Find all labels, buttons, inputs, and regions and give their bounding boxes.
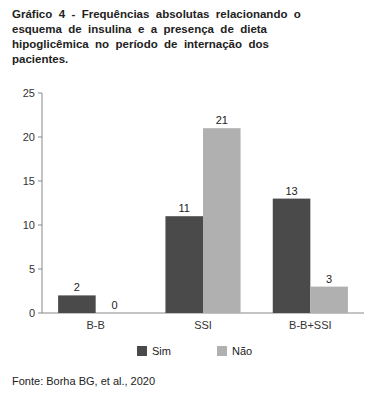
y-axis-line: [42, 93, 43, 313]
chart-container: Gráfico 4 - Frequências absolutas relaci…: [0, 0, 380, 395]
y-tick-label: 25: [23, 87, 35, 99]
x-axis: B-B SSI B-B+SSI: [86, 319, 331, 331]
legend-swatch: [137, 346, 147, 356]
title-line: esquema de insulina e a presença de diet…: [12, 23, 268, 35]
annotation: Fonte: Borha BG, et al., 2020: [12, 375, 155, 387]
legend-swatch: [217, 346, 227, 356]
bar: [203, 128, 241, 313]
data-label: 13: [285, 185, 297, 197]
y-tick: [38, 225, 42, 226]
bar: [58, 295, 96, 313]
y-tick-label: 20: [23, 131, 35, 143]
data-label: 11: [179, 202, 190, 214]
title: Gráfico 4 - Frequências absolutas relaci…: [12, 8, 301, 65]
bar: [96, 313, 134, 314]
y-tick-label: 10: [23, 219, 35, 231]
bar: [165, 216, 203, 313]
chart-svg: Gráfico 4 - Frequências absolutas relaci…: [0, 0, 380, 395]
y-tick-label: 0: [29, 307, 35, 319]
data-label: 21: [216, 114, 228, 126]
y-tick: [38, 137, 42, 138]
y-tick-label: 15: [23, 175, 35, 187]
x-tick-label: B-B: [86, 319, 104, 331]
data-label: 2: [74, 281, 80, 293]
x-tick-label: B-B+SSI: [289, 319, 332, 331]
y-axis: 0 5 10 15 20 25: [23, 87, 42, 319]
bar: [273, 199, 311, 313]
y-tick: [38, 181, 42, 182]
legend-label: Não: [232, 345, 252, 357]
y-tick: [38, 269, 42, 270]
title-line: Gráfico 4 - Frequências absolutas relaci…: [12, 8, 301, 20]
data-label: 3: [326, 273, 332, 285]
bar: [310, 287, 348, 313]
title-line: pacientes.: [12, 53, 68, 65]
legend-label: Sim: [152, 345, 171, 357]
data-label: 0: [111, 299, 117, 311]
data-labels: 211130213: [74, 114, 332, 311]
y-tick: [38, 313, 42, 314]
title-line: hipoglicêmica no período de internação d…: [12, 38, 269, 50]
y-tick-label: 5: [29, 263, 35, 275]
legend: Sim Não: [137, 345, 252, 357]
y-tick: [38, 93, 42, 94]
bars: [58, 128, 348, 313]
x-tick-label: SSI: [194, 319, 212, 331]
